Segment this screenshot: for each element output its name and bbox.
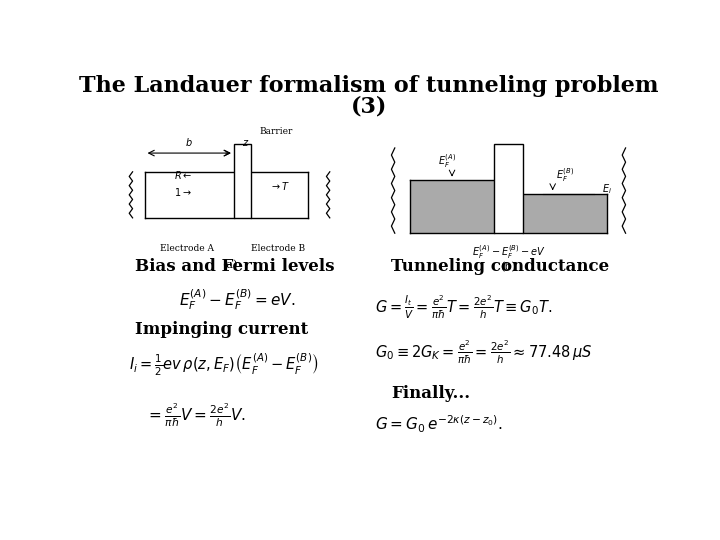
Text: Barrier: Barrier [259, 127, 292, 136]
Bar [523, 194, 607, 233]
Text: (b): (b) [500, 262, 516, 273]
Text: $G = \frac{I_t}{V} = \frac{e^2}{\pi\hbar}T = \frac{2e^2}{h}T \equiv G_0 T.$: $G = \frac{I_t}{V} = \frac{e^2}{\pi\hbar… [374, 294, 552, 321]
Bar [234, 144, 251, 218]
Text: $E_F^{(A)} - E_F^{(B)} - eV$: $E_F^{(A)} - E_F^{(B)} - eV$ [472, 243, 545, 261]
Text: (a): (a) [222, 260, 237, 271]
Text: $z$: $z$ [242, 138, 250, 148]
Text: The Landauer formalism of tunneling problem: The Landauer formalism of tunneling prob… [79, 75, 659, 97]
Text: $G_0 \equiv 2G_K = \frac{e^2}{\pi\hbar} = \frac{2e^2}{h} \approx 77.48\,\mu S$: $G_0 \equiv 2G_K = \frac{e^2}{\pi\hbar} … [374, 339, 592, 367]
Text: Impinging current: Impinging current [135, 321, 308, 338]
Text: $E_F^{(A)}$: $E_F^{(A)}$ [438, 152, 456, 170]
Text: $E_F^{(A)} - E_F^{(B)} = eV.$: $E_F^{(A)} - E_F^{(B)} = eV.$ [179, 287, 295, 312]
Text: Electrode B: Electrode B [251, 244, 305, 253]
Text: $E_F^{(B)}$: $E_F^{(B)}$ [556, 166, 574, 184]
Text: $R \leftarrow$: $R \leftarrow$ [174, 169, 192, 181]
Text: $E_i$: $E_i$ [602, 182, 612, 196]
Text: (3): (3) [351, 96, 387, 118]
Text: $I_i = \frac{1}{2}ev\,\rho(z, E_F)\left(E_F^{(A)} - E_F^{(B)}\right)$: $I_i = \frac{1}{2}ev\,\rho(z, E_F)\left(… [129, 352, 319, 379]
Text: $= \frac{e^2}{\pi\hbar}V = \frac{2e^2}{h}V.$: $= \frac{e^2}{\pi\hbar}V = \frac{2e^2}{h… [145, 402, 246, 429]
Bar [410, 180, 494, 233]
Text: $\rightarrow T$: $\rightarrow T$ [270, 180, 291, 192]
Text: $G = G_0\, e^{-2\kappa(z - z_0)}.$: $G = G_0\, e^{-2\kappa(z - z_0)}.$ [374, 414, 503, 435]
Text: Finally...: Finally... [392, 385, 470, 402]
Text: Tunneling conductance: Tunneling conductance [392, 258, 609, 275]
Text: Bias and Fermi levels: Bias and Fermi levels [135, 258, 334, 275]
Bar [494, 144, 523, 233]
Text: $1 \rightarrow$: $1 \rightarrow$ [174, 186, 192, 198]
Text: Electrode A: Electrode A [160, 244, 214, 253]
Text: $b$: $b$ [185, 136, 193, 148]
